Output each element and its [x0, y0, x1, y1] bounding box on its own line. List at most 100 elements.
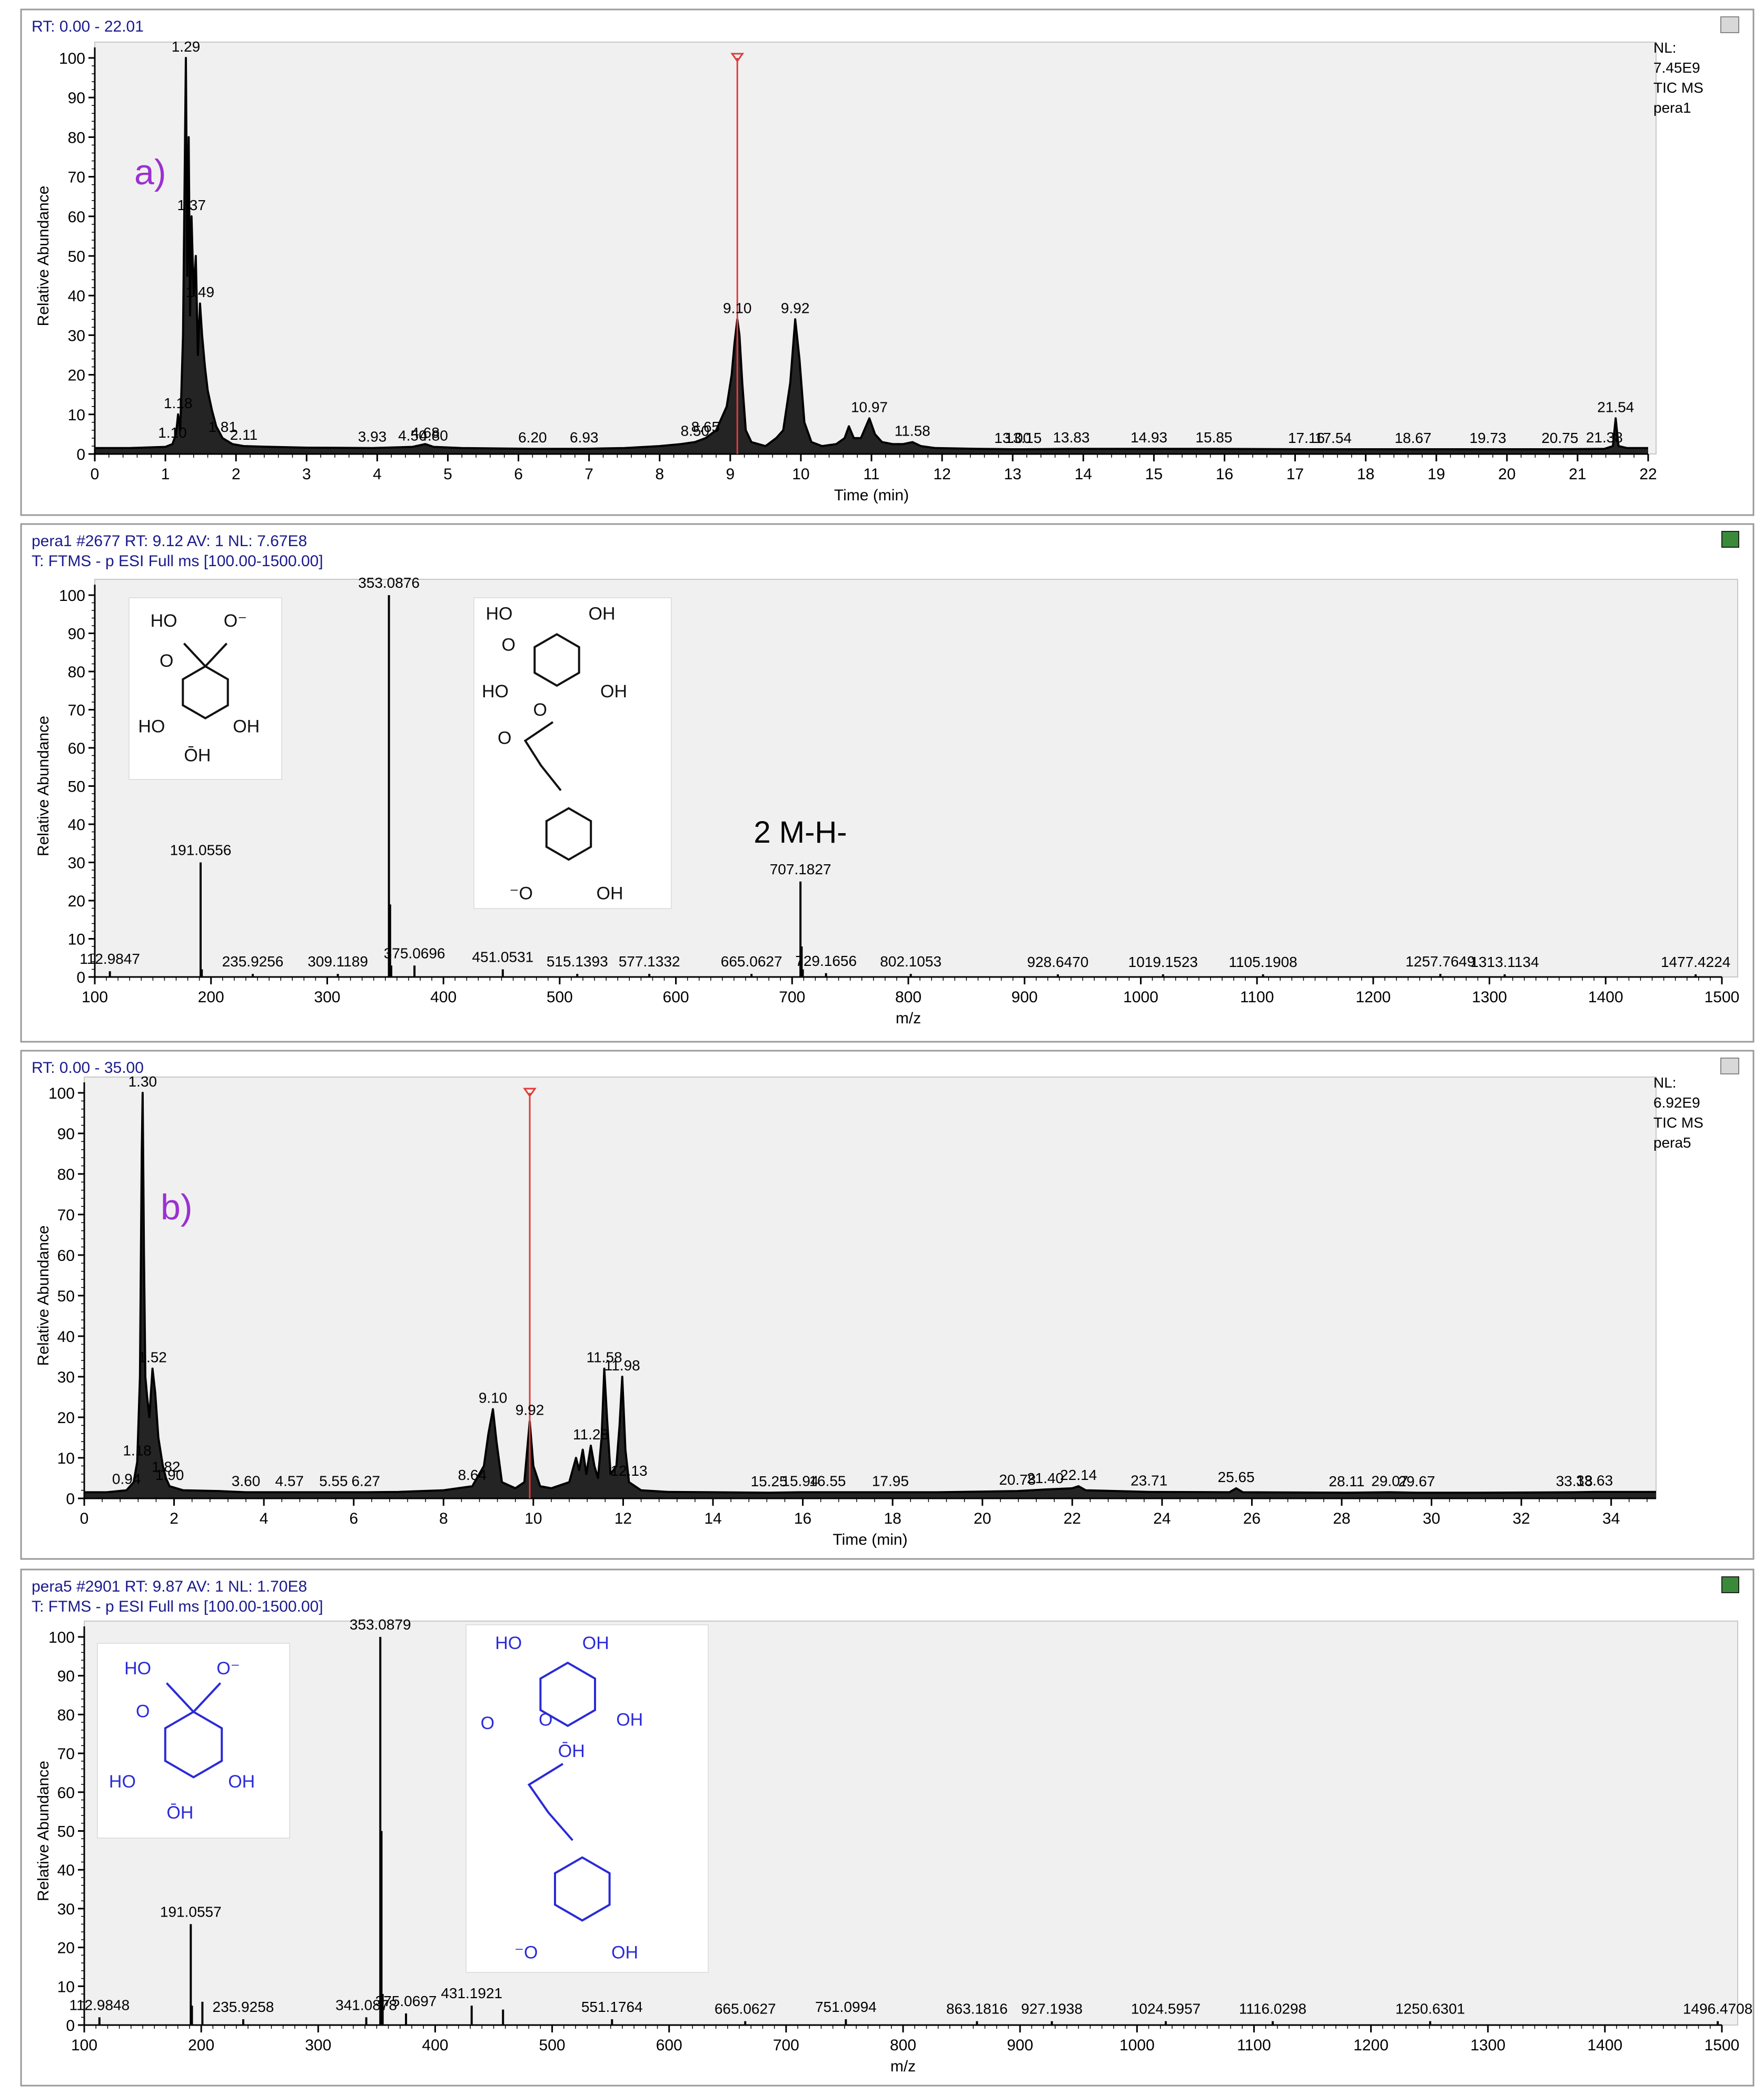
x-tick-label: 12 [615, 1510, 632, 1527]
peak-label: 0.94 [112, 1471, 141, 1487]
y-tick-label: 0 [76, 969, 85, 986]
x-tick-label: 400 [430, 989, 457, 1006]
y-tick-label: 30 [57, 1369, 75, 1386]
atom-label: OH [228, 1772, 255, 1792]
peak-label: 33.18 [1556, 1473, 1593, 1489]
peak-label: 14.93 [1131, 429, 1167, 446]
cyclohexane-ring [533, 633, 580, 687]
y-tick-label: 10 [57, 1450, 75, 1467]
cyclohexane-ring [182, 665, 229, 720]
x-tick-label: 0 [80, 1510, 89, 1527]
peak-mz-label: 235.9256 [222, 953, 284, 970]
chlorogenate-structure-box [465, 1624, 709, 1973]
x-tick-label: 200 [198, 989, 224, 1006]
plot-area [84, 1077, 1657, 1499]
peak-mz-label: 112.9847 [80, 951, 140, 967]
status-icon [1721, 1576, 1739, 1593]
peak-mz-label: 577.1332 [619, 953, 680, 970]
bond [183, 643, 206, 667]
y-tick-label: 40 [57, 1328, 75, 1346]
nl-info-line: pera1 [1653, 100, 1691, 116]
peak-label: 17.54 [1315, 430, 1352, 446]
peak-mz-label: 1116.0298 [1239, 2001, 1306, 2017]
peak-label: 16.55 [809, 1473, 846, 1489]
x-tick-label: 200 [188, 2037, 214, 2054]
peak-label: 15.25 [751, 1473, 788, 1489]
peak-label: 2.11 [230, 427, 257, 443]
x-tick-label: 1500 [1704, 2037, 1740, 2054]
x-tick-label: 4 [373, 466, 382, 483]
y-tick-label: 0 [76, 446, 85, 463]
peak-label: 8.64 [458, 1467, 487, 1483]
peak-label: 9.10 [479, 1390, 508, 1406]
panel-letter: a) [134, 152, 166, 192]
x-tick-label: 1200 [1353, 2037, 1389, 2054]
peak-label: 4.80 [419, 427, 448, 443]
peak-label: 1.81 [208, 419, 237, 435]
peak-label: 1.37 [177, 197, 206, 213]
filter-header: T: FTMS - p ESI Full ms [100.00-1500.00] [32, 552, 323, 570]
peak-label: 11.28 [573, 1426, 609, 1443]
atom-label: OH [582, 1633, 609, 1653]
peak-mz-label: 1313.1134 [1470, 954, 1539, 970]
y-tick-label: 0 [66, 1490, 75, 1508]
y-tick-label: 30 [68, 327, 85, 344]
x-tick-label: 100 [82, 989, 108, 1006]
peak-label: 8.65 [691, 419, 720, 435]
panel-letter: b) [161, 1187, 192, 1227]
peak-label: 29.07 [1371, 1473, 1408, 1489]
peak-label: 3.93 [358, 429, 387, 445]
atom-label: OH [616, 1710, 643, 1730]
peak-mz-label: 191.0557 [160, 1903, 222, 1920]
peak-label: 17.16 [1288, 430, 1325, 446]
x-tick-label: 14 [1075, 466, 1092, 483]
peak-mz-label: 353.0876 [358, 575, 420, 591]
peak-mz-label: 375.0697 [375, 1993, 437, 2009]
x-tick-label: 1400 [1588, 989, 1623, 1006]
y-tick-label: 60 [68, 209, 85, 226]
peak-label: 4.68 [411, 424, 440, 441]
y-tick-label: 90 [68, 626, 85, 643]
peak-mz-label: 1024.5957 [1131, 2001, 1201, 2017]
peak-mz-label: 707.1827 [770, 861, 831, 877]
x-tick-label: 19 [1428, 466, 1445, 483]
x-tick-label: 21 [1569, 466, 1586, 483]
peak-label: 17.95 [872, 1473, 909, 1489]
pin-icon [1720, 1058, 1739, 1074]
x-tick-label: 9 [726, 466, 735, 483]
quinate-structure-box [97, 1643, 290, 1839]
peak-label: 20.78 [999, 1472, 1036, 1488]
y-tick-label: 60 [57, 1784, 75, 1802]
x-tick-label: 600 [656, 2037, 682, 2054]
x-tick-label: 2 [232, 466, 241, 483]
filter-header: T: FTMS - p ESI Full ms [100.00-1500.00] [32, 1598, 323, 1615]
y-tick-label: 80 [57, 1166, 75, 1183]
y-tick-label: 100 [48, 1085, 75, 1102]
atom-label: HO [151, 611, 177, 631]
peak-label: 28.11 [1329, 1473, 1364, 1489]
peak-mz-label: 309.1189 [308, 953, 368, 970]
x-tick-label: 16 [1216, 466, 1233, 483]
peak-label: 8.50 [681, 422, 710, 439]
y-tick-label: 50 [57, 1288, 75, 1305]
atom-label: O [136, 1702, 150, 1722]
x-tick-label: 1500 [1704, 989, 1740, 1006]
nl-info-line: pera5 [1653, 1134, 1691, 1151]
peak-label: 13.83 [1053, 429, 1089, 446]
y-tick-label: 80 [68, 129, 85, 146]
cyclohexane-ring [554, 1856, 611, 1922]
peak-mz-label: 928.6470 [1027, 954, 1089, 970]
x-tick-label: 20 [974, 1510, 991, 1527]
y-axis-label: Relative Abundance [35, 1761, 52, 1901]
y-tick-label: 70 [68, 169, 85, 186]
peak-label: 6.27 [351, 1473, 380, 1489]
x-tick-label: 30 [1423, 1510, 1440, 1527]
peak-mz-label: 1105.1908 [1228, 954, 1297, 970]
panel-2: pera1 #2677 RT: 9.12 AV: 1 NL: 7.67E8 T: … [20, 523, 1755, 1043]
y-tick-label: 40 [68, 288, 85, 305]
atom-label: O [539, 1710, 552, 1730]
panel-1: RT: 0.00 - 22.01 a) NL: 7.45E9 TIC MS pera1 0 1… [20, 8, 1755, 516]
y-tick-label: 80 [68, 664, 85, 681]
status-icon [1721, 531, 1739, 548]
atom-label: OH [600, 682, 627, 702]
